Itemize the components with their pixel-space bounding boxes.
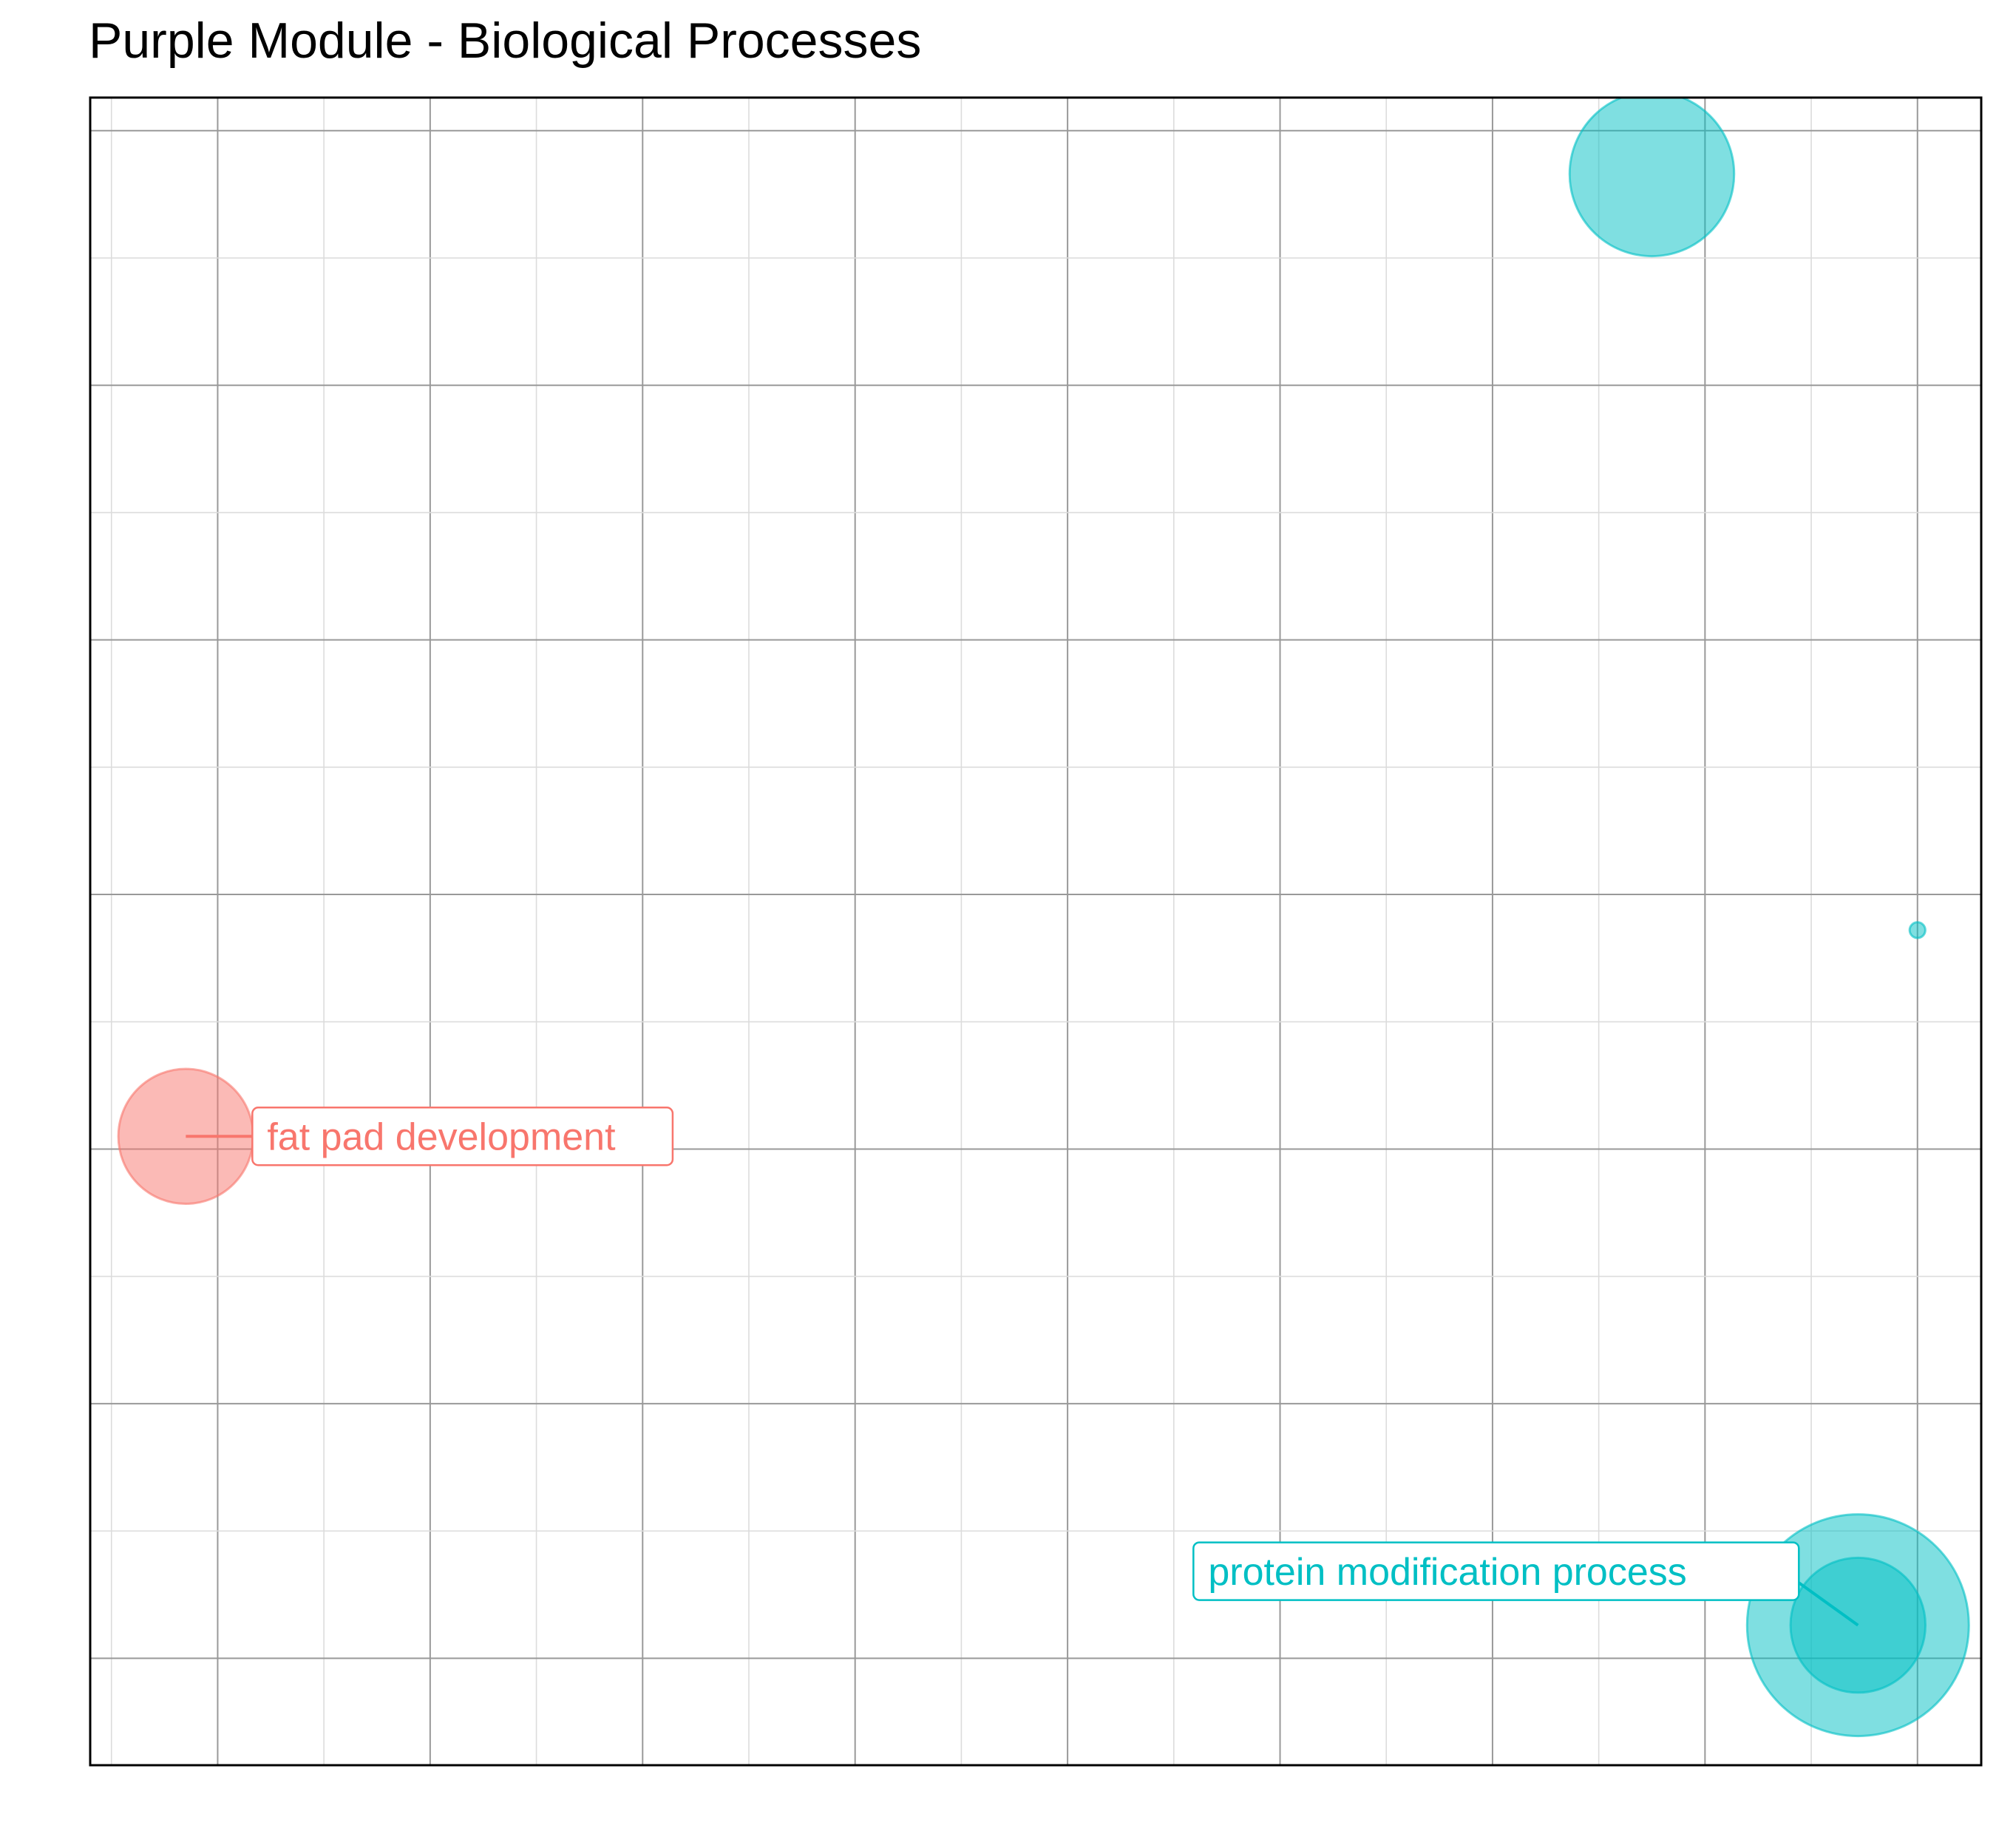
data-label: fat pad development [267, 1115, 616, 1158]
gridlines [90, 98, 1981, 1765]
label-connector [1798, 1581, 1859, 1627]
data-labels: fat pad development protein modification … [186, 1107, 1859, 1627]
data-point [1908, 921, 1927, 940]
label-box [251, 1107, 674, 1166]
label-box [1192, 1541, 1800, 1601]
chart-title: Purple Module - Biological Processes [89, 13, 921, 69]
data-label: protein modification process [1208, 1551, 1686, 1594]
data-points [117, 98, 1970, 1738]
plot-panel-border [89, 96, 1983, 1767]
data-point [1568, 98, 1736, 258]
